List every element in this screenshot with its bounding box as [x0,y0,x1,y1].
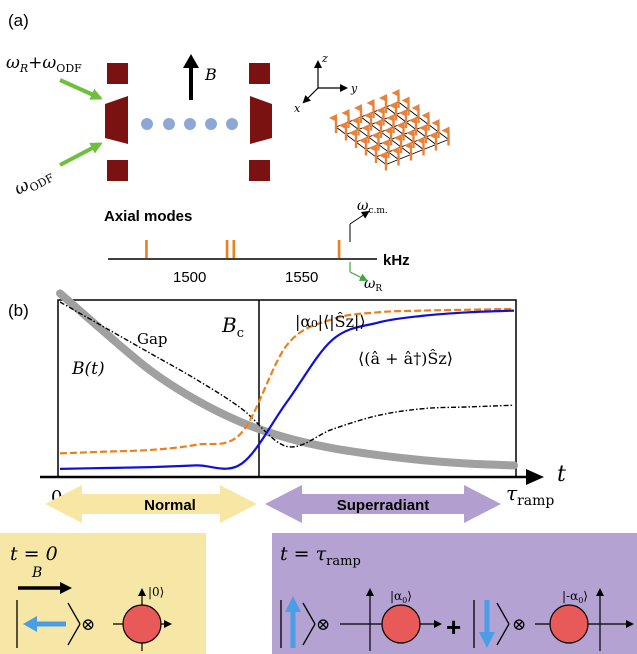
panel-a-label: (a) [8,11,29,30]
superradiant-phase-label: Superradiant [337,497,430,514]
x-axis-label: x [294,102,301,115]
sz-curve [59,307,515,455]
lattice-line [373,111,424,150]
endcap-left [105,96,128,144]
ion [141,118,153,130]
lattice-line [385,106,437,145]
superradiant-phase-arrow [265,485,501,523]
lattice-line [360,116,412,155]
electrode-top-left [107,63,128,84]
lattice-line [348,121,399,160]
ket-alpha-label: |α0⟩ [390,589,412,605]
bt-curve [56,289,518,470]
initial-state-box: t = 0 B ⊗ |0⟩ [0,533,206,654]
initial-ket-zero: |0⟩ [148,585,164,599]
com-label: ωc.m. [357,198,388,216]
panel-b-label: (b) [8,301,29,320]
panel-a: (a) B ωR+ωODF ωODF [6,11,450,294]
x-axis [302,87,319,104]
time-zero-label: 0 [51,487,62,508]
spin-lattice [329,89,450,171]
superposition-plus: + [446,612,461,642]
bc-label: Bc [221,313,244,341]
plot-curves [56,289,518,470]
final-otimes-1: ⊗ [316,615,330,635]
beam-lower-arrow [59,142,103,167]
ion [205,118,217,130]
initial-state-background [0,533,206,654]
spin-left-arrow-head [23,616,37,632]
sz-curve-label: |α₀|⟨|Ŝz|⟩ [295,311,366,331]
normal-phase-arrow [45,485,257,523]
tick-label-1550: 1550 [285,269,318,286]
ket-angle-up-top [302,602,316,625]
final-coherent-state-minus [549,604,589,644]
frequency-unit: kHz [383,252,410,269]
corr-curve-label: ⟨(â + â†)Ŝz⟩ [358,348,453,368]
bt-label: B(t) [71,359,105,379]
lattice-line [335,126,387,165]
spin-down-arrow-head [479,632,495,648]
ion-chain [141,118,238,130]
ion [163,118,175,130]
ket-minus-alpha-label: |-α0⟩ [562,589,588,605]
beam-upper-arrow [59,78,103,100]
b-field-arrow-head [183,54,199,68]
omega-r-pointer-arrow [349,271,368,281]
gap-label: Gap [137,330,168,348]
initial-otimes: ⊗ [81,615,95,635]
trap-electrodes [105,63,272,181]
electrode-bottom-left [107,160,128,181]
spin-up-arrow-head [285,596,301,612]
electrode-bottom-right [249,160,270,181]
final-state-box: t = τramp ⊗ |α0⟩ + ⊗ |-α0⟩ [272,533,637,654]
com-pointer-arrow [349,210,370,225]
ion [226,118,238,130]
z-axis-label: z [321,52,328,65]
final-coherent-state-plus [381,604,421,644]
lattice-line [385,139,449,165]
axial-modes-title: Axial modes [104,208,192,225]
tau-ramp-label: τramp [506,481,554,509]
ion [184,118,196,130]
initial-time-label: t = 0 [10,543,58,565]
ket-angle-up-bottom [302,623,316,646]
mode-lines [145,240,341,258]
beam-lower-label: ωODF [11,163,56,201]
beam-upper-label: ωR+ωODF [6,53,82,75]
final-otimes-2: ⊗ [512,615,526,635]
ket-angle-down-bottom [496,623,510,646]
initial-b-arrow-head [60,582,72,594]
coordinate-axes: z y x [294,52,358,115]
ket-angle-down-top [496,602,510,625]
endcap-right [250,96,272,144]
panel-b: (b) t 0 τramp Bc Gap B(t) |α₀|⟨|Ŝz|⟩ ⟨(â… [8,289,566,523]
initial-coherent-state [122,604,162,644]
omega-r-label: ωR [364,276,382,294]
electrode-top-right [249,63,270,84]
final-time-label: t = τramp [280,543,361,569]
corr-curve [59,309,515,470]
time-axis-label: t [557,462,566,487]
initial-b-label: B [31,565,42,581]
gap-curve [59,301,515,448]
lattice-line [398,101,449,140]
tick-label-1500: 1500 [173,269,206,286]
ket-angle-bottom [67,623,81,646]
ket-angle-top [67,602,81,625]
normal-phase-label: Normal [144,497,196,514]
y-axis-label: y [350,82,358,95]
b-field-label: B [204,65,217,84]
